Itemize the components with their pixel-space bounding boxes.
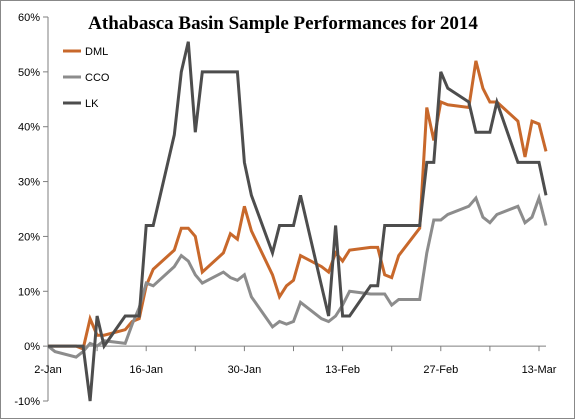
x-tick-label: 27-Feb: [423, 364, 458, 376]
x-tick-label: 13-Mar: [522, 364, 557, 376]
y-tick-label: 0%: [24, 341, 40, 353]
x-tick-label: 30-Jan: [228, 364, 262, 376]
series-line-dml: [48, 60, 548, 351]
x-tick-label: 13-Feb: [325, 364, 360, 376]
x-tick-label: 2-Jan: [34, 364, 62, 376]
chart-title: Athabasca Basin Sample Performances for …: [88, 13, 478, 34]
y-tick-label: 60%: [18, 12, 40, 24]
series-line-lk: [48, 41, 548, 402]
y-tick-label: -10%: [14, 396, 40, 408]
y-tick-label: 10%: [18, 286, 40, 298]
y-tick-label: 50%: [18, 67, 40, 79]
axes: -10% 0% 10% 20% 30% 40% 50% 60% 2-Jan 16-Jan 30-Ja…: [14, 12, 556, 408]
legend-label-lk: LK: [85, 98, 99, 110]
legend-label-cco: CCO: [85, 72, 110, 84]
y-tick-label: 20%: [18, 231, 40, 243]
x-tick-label: 16-Jan: [129, 364, 163, 376]
y-tick-label: 30%: [18, 177, 40, 189]
y-tick-label: 40%: [18, 122, 40, 134]
series-line-cco: [47, 192, 548, 359]
plot-lines: [47, 41, 548, 402]
legend-label-dml: DML: [85, 46, 108, 58]
legend: DML CCO LK: [63, 46, 110, 110]
